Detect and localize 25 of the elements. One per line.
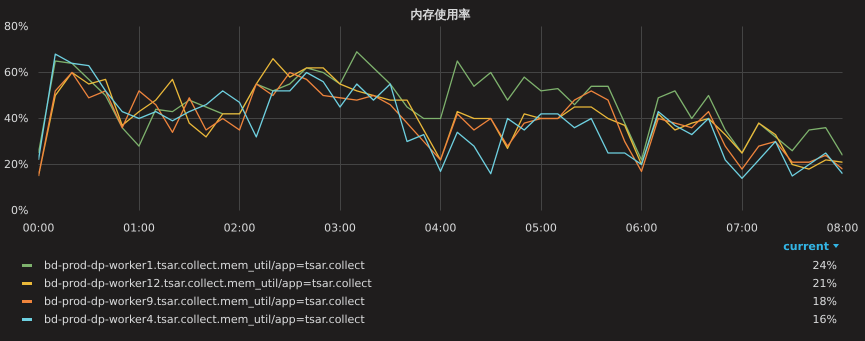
y-tick-label: 40% [4,112,29,125]
x-tick-label: 02:00 [224,222,256,234]
x-tick-label: 05:00 [525,222,557,234]
x-tick-label: 06:00 [626,222,658,234]
legend-label: bd-prod-dp-worker4.tsar.collect.mem_util/app=tsar.collect [44,312,366,328]
text: 24% [812,258,837,274]
x-tick-label: 00:00 [22,222,54,234]
y-tick-label: 0% [11,204,28,217]
y-tick-label: 20% [4,158,29,171]
text: 18% [812,294,837,310]
text: 16% [812,312,837,328]
line-series [38,51,842,161]
text: 21% [812,276,837,292]
y-tick-label: 60% [4,66,29,79]
legend-label: bd-prod-dp-worker1.tsar.collect.mem_util/app=tsar.collect [44,258,366,274]
x-tick-label: 01:00 [123,222,155,234]
legend-label: bd-prod-dp-worker9.tsar.collect.mem_util/app=tsar.collect [44,294,366,310]
x-tick-label: 07:00 [726,222,758,234]
legend-label: bd-prod-dp-worker12.tsar.collect.mem_util/app=tsar.collect [44,276,373,292]
legend-title: current [782,239,830,255]
x-tick-label: 08:00 [826,222,858,234]
x-tick-label: 04:00 [424,222,456,234]
x-tick-label: 03:00 [324,222,356,234]
y-tick-label: 80% [4,20,29,33]
chart-title: 内存使用率 [410,8,470,22]
